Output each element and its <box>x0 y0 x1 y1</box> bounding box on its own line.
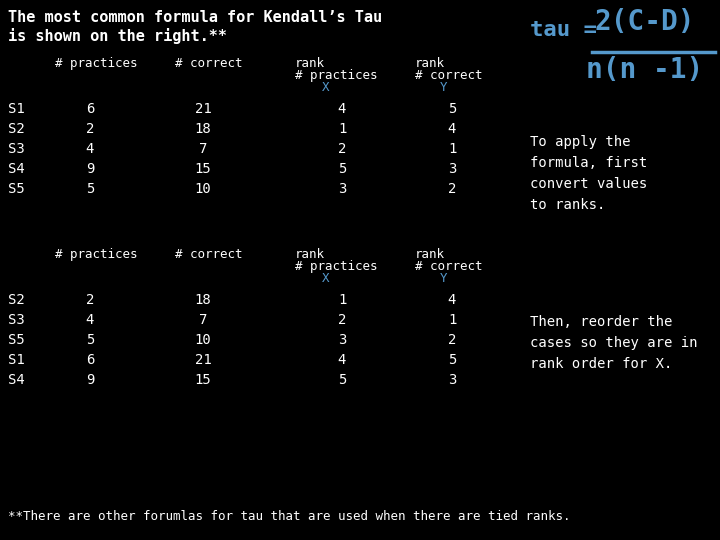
Text: 6: 6 <box>86 102 94 116</box>
Text: 6: 6 <box>86 353 94 367</box>
Text: Y: Y <box>440 81 448 94</box>
Text: 1: 1 <box>448 142 456 156</box>
Text: # correct: # correct <box>175 248 243 261</box>
Text: 7: 7 <box>199 313 207 327</box>
Text: 21: 21 <box>194 102 212 116</box>
Text: 15: 15 <box>194 162 212 176</box>
Text: 3: 3 <box>338 333 346 347</box>
Text: S4: S4 <box>8 162 24 176</box>
Text: rank: rank <box>295 248 325 261</box>
Text: # practices: # practices <box>55 57 138 70</box>
Text: 3: 3 <box>448 373 456 387</box>
Text: Then, reorder the
cases so they are in
rank order for X.: Then, reorder the cases so they are in r… <box>530 315 698 372</box>
Text: 5: 5 <box>448 102 456 116</box>
Text: 2: 2 <box>448 182 456 196</box>
Text: 4: 4 <box>448 293 456 307</box>
Text: 15: 15 <box>194 373 212 387</box>
Text: 2: 2 <box>86 293 94 307</box>
Text: 21: 21 <box>194 353 212 367</box>
Text: S3: S3 <box>8 142 24 156</box>
Text: 2: 2 <box>86 122 94 136</box>
Text: S5: S5 <box>8 182 24 196</box>
Text: 5: 5 <box>86 182 94 196</box>
Text: S2: S2 <box>8 293 24 307</box>
Text: 1: 1 <box>338 122 346 136</box>
Text: 2: 2 <box>338 142 346 156</box>
Text: The most common formula for Kendall’s Tau: The most common formula for Kendall’s Ta… <box>8 10 382 25</box>
Text: 18: 18 <box>194 293 212 307</box>
Text: 3: 3 <box>448 162 456 176</box>
Text: Y: Y <box>440 272 448 285</box>
Text: n(n -1): n(n -1) <box>586 56 703 84</box>
Text: is shown on the right.**: is shown on the right.** <box>8 28 227 44</box>
Text: S3: S3 <box>8 313 24 327</box>
Text: 5: 5 <box>86 333 94 347</box>
Text: 2(C-D): 2(C-D) <box>595 8 696 36</box>
Text: 4: 4 <box>86 142 94 156</box>
Text: S1: S1 <box>8 102 24 116</box>
Text: **There are other forumlas for tau that are used when there are tied ranks.: **There are other forumlas for tau that … <box>8 510 570 523</box>
Text: # practices: # practices <box>55 248 138 261</box>
Text: # practices: # practices <box>295 260 377 273</box>
Text: 9: 9 <box>86 373 94 387</box>
Text: X: X <box>322 81 330 94</box>
Text: # correct: # correct <box>175 57 243 70</box>
Text: X: X <box>322 272 330 285</box>
Text: 5: 5 <box>448 353 456 367</box>
Text: 4: 4 <box>86 313 94 327</box>
Text: 4: 4 <box>338 102 346 116</box>
Text: 9: 9 <box>86 162 94 176</box>
Text: 2: 2 <box>338 313 346 327</box>
Text: rank: rank <box>415 248 445 261</box>
Text: 4: 4 <box>338 353 346 367</box>
Text: S1: S1 <box>8 353 24 367</box>
Text: S5: S5 <box>8 333 24 347</box>
Text: 4: 4 <box>448 122 456 136</box>
Text: 7: 7 <box>199 142 207 156</box>
Text: 1: 1 <box>338 293 346 307</box>
Text: # practices: # practices <box>295 69 377 82</box>
Text: To apply the
formula, first
convert values
to ranks.: To apply the formula, first convert valu… <box>530 135 647 212</box>
Text: 18: 18 <box>194 122 212 136</box>
Text: 3: 3 <box>338 182 346 196</box>
Text: 5: 5 <box>338 162 346 176</box>
Text: 10: 10 <box>194 182 212 196</box>
Text: # correct: # correct <box>415 69 482 82</box>
Text: 2: 2 <box>448 333 456 347</box>
Text: rank: rank <box>415 57 445 70</box>
Text: rank: rank <box>295 57 325 70</box>
Text: 10: 10 <box>194 333 212 347</box>
Text: 1: 1 <box>448 313 456 327</box>
Text: tau =: tau = <box>530 20 611 40</box>
Text: S4: S4 <box>8 373 24 387</box>
Text: 5: 5 <box>338 373 346 387</box>
Text: # correct: # correct <box>415 260 482 273</box>
Text: S2: S2 <box>8 122 24 136</box>
